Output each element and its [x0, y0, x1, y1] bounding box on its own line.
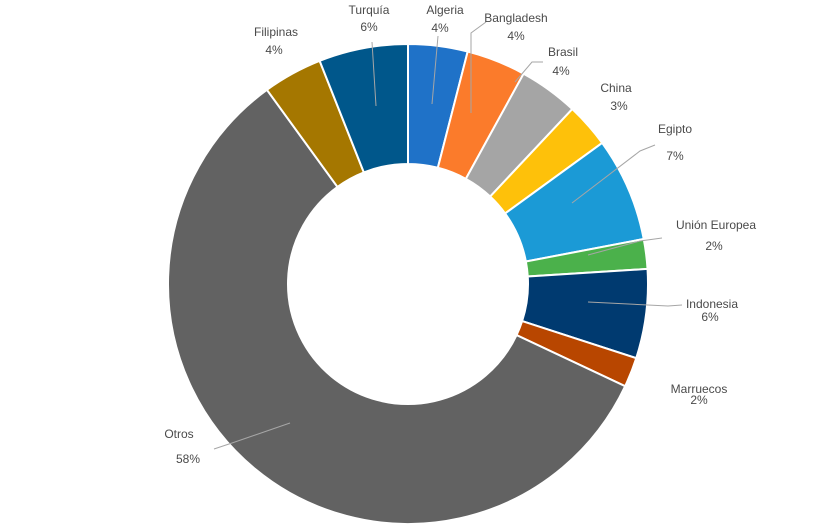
leader-line-otros — [213, 422, 291, 450]
label-name-brasil: Brasil — [548, 45, 578, 59]
label-value-union-europea: 2% — [705, 239, 723, 253]
label-name-marruecos: Marruecos — [671, 382, 728, 396]
slice-turquia — [318, 42, 409, 174]
label-value-indonesia: 6% — [701, 310, 719, 324]
leader-line-turquia — [371, 41, 377, 107]
label-value-china: 3% — [610, 99, 628, 113]
label-value-filipinas: 4% — [265, 43, 283, 57]
label-value-marruecos: 2% — [690, 393, 708, 407]
label-value-algeria: 4% — [431, 21, 449, 35]
leader-line-egipto — [571, 144, 656, 204]
label-value-otros: 58% — [176, 452, 200, 466]
label-name-turquia: Turquía — [349, 3, 390, 17]
label-name-otros: Otros — [164, 427, 193, 441]
label-name-filipinas: Filipinas — [254, 25, 298, 39]
label-value-turquia: 6% — [360, 20, 378, 34]
label-value-brasil: 4% — [552, 64, 570, 78]
label-name-union-europea: Unión Europea — [676, 218, 756, 232]
label-name-indonesia: Indonesia — [686, 297, 738, 311]
label-name-egipto: Egipto — [658, 122, 692, 136]
label-name-bangladesh: Bangladesh — [484, 11, 547, 25]
leader-line-algeria — [431, 35, 439, 105]
label-value-egipto: 7% — [666, 149, 684, 163]
slices-group — [167, 42, 649, 525]
leader-line-bangladesh — [470, 21, 487, 113]
label-name-china: China — [600, 81, 632, 95]
leader-line-brasil — [514, 61, 543, 83]
leader-lines-group — [213, 21, 683, 450]
slice-otros — [167, 88, 627, 525]
label-value-bangladesh: 4% — [507, 29, 525, 43]
labels-group: Algeria 4% Bangladesh 4% Brasil 4% China 3% Egip… — [164, 3, 756, 466]
leader-line-indonesia — [587, 301, 683, 307]
label-name-algeria: Algeria — [426, 3, 464, 17]
leader-line-union-europea — [587, 237, 663, 256]
